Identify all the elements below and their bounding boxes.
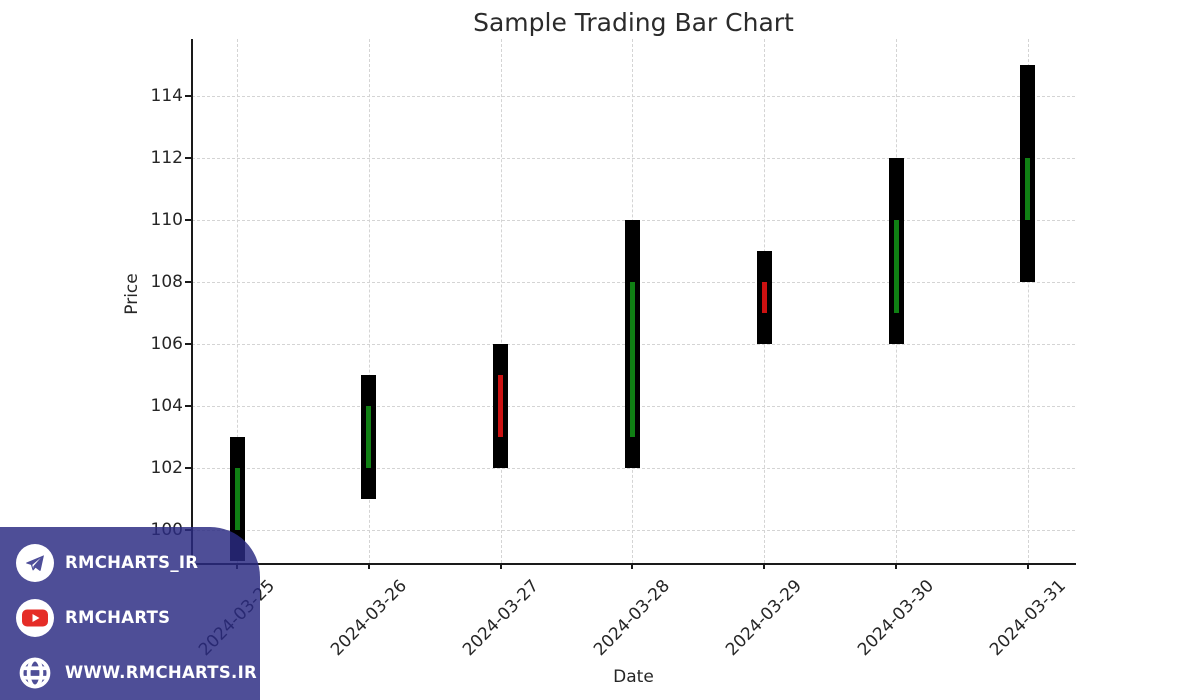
y-tick-mark	[185, 405, 192, 408]
x-tick-label: 2024-03-27	[458, 576, 543, 661]
y-tick-mark	[185, 281, 192, 284]
y-tick-mark	[185, 157, 192, 160]
telegram-icon	[16, 543, 54, 582]
x-tick-label: 2024-03-31	[985, 576, 1070, 661]
ohlc-open-close-2024-03-29	[761, 282, 767, 314]
y-tick-label: 114	[150, 86, 183, 107]
y-gridline	[192, 96, 1075, 98]
x-tick-label: 2024-03-26	[326, 576, 411, 661]
x-tick-mark	[499, 563, 502, 569]
x-tick-label: 2024-03-29	[722, 576, 807, 661]
x-gridline	[368, 39, 370, 563]
x-tick-mark	[367, 563, 370, 569]
watermark-panel: RMCHARTS_IR RMCHARTS	[0, 527, 260, 700]
ohlc-open-close-2024-03-31	[1025, 158, 1031, 221]
ohlc-open-close-2024-03-25	[234, 468, 240, 531]
y-tick-mark	[185, 467, 192, 470]
watermark-youtube-row: RMCHARTS	[0, 590, 260, 645]
globe-icon	[16, 654, 54, 692]
watermark-telegram-row: RMCHARTS_IR	[0, 535, 260, 590]
ohlc-open-close-2024-03-26	[366, 406, 372, 469]
y-axis-spine	[191, 39, 193, 565]
telegram-handle: RMCHARTS_IR	[65, 553, 199, 572]
x-axis-spine	[191, 563, 1076, 565]
y-tick-mark	[185, 219, 192, 222]
y-tick-mark	[185, 343, 192, 346]
y-tick-label: 108	[150, 272, 183, 293]
y-tick-mark	[185, 95, 192, 98]
y-gridline	[192, 158, 1075, 160]
watermark-website-row: WWW.RMCHARTS.IR	[0, 645, 260, 700]
x-tick-label: 2024-03-28	[590, 576, 675, 661]
x-gridline	[500, 39, 502, 563]
x-tick-mark	[895, 563, 897, 569]
ohlc-open-close-2024-03-27	[498, 375, 504, 438]
y-gridline	[192, 468, 1075, 470]
x-axis-label: Date	[613, 667, 654, 687]
y-tick-label: 106	[150, 334, 183, 355]
x-tick-mark	[631, 563, 634, 569]
y-tick-label: 110	[150, 210, 183, 231]
ohlc-open-close-2024-03-28	[629, 282, 635, 438]
y-gridline	[192, 530, 1075, 532]
x-gridline	[237, 39, 238, 563]
x-tick-label: 2024-03-30	[853, 576, 938, 661]
website-url: WWW.RMCHARTS.IR	[65, 663, 258, 682]
x-gridline	[1027, 39, 1029, 563]
y-tick-label: 112	[150, 148, 183, 169]
y-tick-label: 104	[150, 396, 183, 417]
chart-title: Sample Trading Bar Chart	[473, 8, 794, 37]
youtube-handle: RMCHARTS	[65, 608, 171, 627]
youtube-icon	[16, 598, 54, 637]
y-tick-label: 102	[150, 458, 183, 479]
x-tick-mark	[763, 563, 766, 569]
x-tick-mark	[1026, 563, 1029, 569]
ohlc-open-close-2024-03-30	[893, 220, 899, 314]
